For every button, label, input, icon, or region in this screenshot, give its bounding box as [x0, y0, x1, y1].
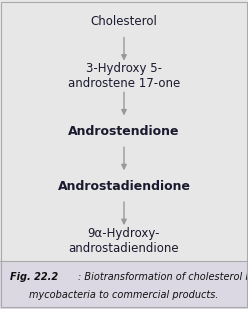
Text: 9α-Hydroxy-
androstadiendione: 9α-Hydroxy- androstadiendione — [69, 227, 179, 255]
FancyBboxPatch shape — [0, 261, 248, 309]
Text: Androstadiendione: Androstadiendione — [58, 180, 190, 193]
Text: mycobacteria to commercial products.: mycobacteria to commercial products. — [29, 290, 219, 300]
Text: : Biotransformation of cholesterol by: : Biotransformation of cholesterol by — [78, 272, 248, 281]
Text: Cholesterol: Cholesterol — [91, 15, 157, 28]
Text: Androstendione: Androstendione — [68, 125, 180, 138]
Text: Fig. 22.2: Fig. 22.2 — [10, 272, 58, 281]
Text: 3-Hydroxy 5-
androstene 17-one: 3-Hydroxy 5- androstene 17-one — [68, 62, 180, 91]
